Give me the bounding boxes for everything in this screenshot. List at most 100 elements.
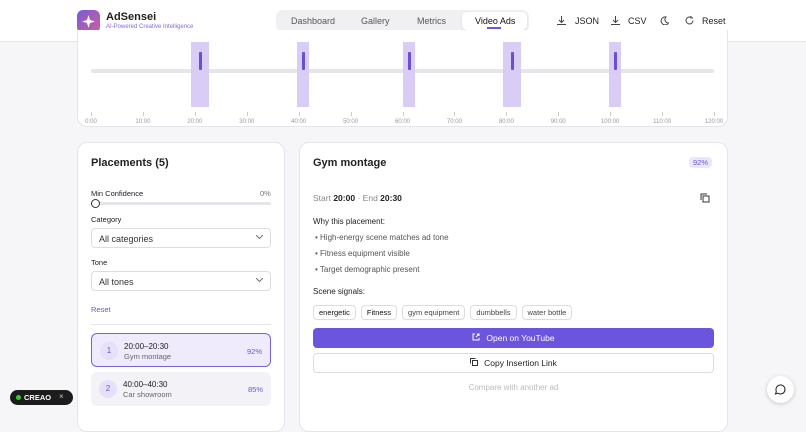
tick-label: 60:00 bbox=[394, 119, 410, 125]
filter-label: Min Confidence bbox=[91, 189, 144, 198]
item-confidence: 92% bbox=[246, 347, 262, 356]
badge-label: CREAO bbox=[24, 393, 52, 402]
page: AdSensei AI-Powered Creative Intelligenc… bbox=[0, 10, 806, 432]
export-csv[interactable]: CSV bbox=[628, 16, 647, 26]
button-label: Open on YouTube bbox=[486, 333, 555, 343]
placement-item[interactable]: 2 40:00–40:30 Car showroom 85% bbox=[91, 372, 271, 406]
signal-chip: water bottle bbox=[521, 305, 573, 320]
placement-band bbox=[609, 42, 621, 107]
placement-marker bbox=[510, 52, 514, 70]
item-name: Car showroom bbox=[123, 390, 172, 399]
item-time: 20:00–20:30 bbox=[124, 342, 169, 351]
divider bbox=[91, 324, 271, 325]
category-select[interactable]: All categories bbox=[91, 228, 271, 248]
filter-label: Tone bbox=[91, 258, 108, 267]
badge-close[interactable]: × bbox=[59, 392, 64, 401]
reason-text: High-energy scene matches ad tone bbox=[320, 233, 449, 242]
nav-underline bbox=[487, 27, 501, 29]
placement-marker bbox=[407, 52, 411, 70]
icon-download bbox=[611, 16, 620, 25]
open-youtube[interactable]: Open on YouTube bbox=[313, 328, 714, 348]
detail-card bbox=[299, 142, 728, 432]
tick-mark bbox=[662, 112, 664, 116]
nav-tab[interactable]: Metrics bbox=[417, 16, 446, 26]
theme-toggle[interactable] bbox=[660, 16, 669, 25]
select-value: All tones bbox=[99, 277, 134, 287]
tick-mark bbox=[246, 112, 248, 116]
tick-label: 90:00 bbox=[550, 119, 566, 125]
placement-item[interactable]: 1 20:00–20:30 Gym montage 92% bbox=[91, 333, 271, 367]
slider-thumb[interactable] bbox=[91, 199, 100, 208]
button-label: Copy Insertion Link bbox=[484, 358, 557, 368]
placement-band bbox=[503, 42, 521, 107]
tick-label: 10:00 bbox=[135, 119, 151, 125]
tick-mark bbox=[454, 112, 456, 116]
tick-mark bbox=[91, 112, 92, 116]
copy-icon[interactable] bbox=[700, 193, 710, 203]
tick-mark bbox=[558, 112, 560, 116]
tick-mark bbox=[714, 112, 715, 116]
item-index: 2 bbox=[99, 380, 117, 398]
status-dot bbox=[16, 395, 21, 400]
start-label: Start bbox=[313, 193, 331, 203]
filter-label: Category bbox=[91, 215, 122, 224]
tick-mark bbox=[610, 112, 612, 116]
tick-label: 50:00 bbox=[343, 119, 359, 125]
reason-text: Fitness equipment visible bbox=[320, 249, 410, 258]
detail-title: Gym montage bbox=[313, 157, 387, 169]
nav-tab[interactable]: Video Ads bbox=[475, 16, 516, 26]
tick-label: 80:00 bbox=[498, 119, 514, 125]
icon-download bbox=[557, 16, 566, 25]
compare[interactable]: Compare with another ad bbox=[468, 383, 559, 392]
item-confidence: 85% bbox=[247, 385, 263, 394]
start: 20:00 bbox=[333, 193, 356, 203]
tick-label: 70:00 bbox=[446, 119, 462, 125]
nav-tab[interactable]: Gallery bbox=[361, 16, 390, 26]
tick-mark bbox=[402, 112, 404, 116]
tick-mark bbox=[350, 112, 352, 116]
signal-chip: gym equipment bbox=[402, 305, 466, 320]
time-range: Start 20:00 · End 20:30 bbox=[313, 193, 402, 203]
signals: energetic Fitness gym equipment dumbbells wa… bbox=[313, 302, 577, 320]
tick-label: 40:00 bbox=[291, 119, 307, 125]
tick-label: 100:00 bbox=[600, 119, 620, 125]
reset[interactable]: Reset bbox=[702, 16, 726, 26]
nav-tab[interactable]: Dashboard bbox=[291, 16, 336, 26]
timeline-track bbox=[91, 69, 714, 73]
placement-band bbox=[403, 42, 415, 107]
copy-link[interactable]: Copy Insertion Link bbox=[313, 353, 714, 373]
export-json[interactable]: JSON bbox=[575, 16, 600, 26]
slider-track bbox=[91, 202, 271, 205]
creao-badge[interactable]: CREAO × bbox=[10, 390, 73, 405]
select-value: All categories bbox=[99, 234, 154, 244]
tick-mark bbox=[142, 112, 144, 116]
tick-label: 0:00 bbox=[85, 119, 97, 125]
nav-active bbox=[462, 12, 527, 30]
icon-reset bbox=[685, 16, 694, 25]
filters-reset[interactable]: Reset bbox=[91, 305, 111, 314]
confidence-badge: 92% bbox=[689, 157, 713, 168]
tick-label: 120:00 bbox=[704, 119, 724, 125]
placement-band bbox=[191, 42, 209, 107]
tick-mark bbox=[298, 112, 300, 116]
logo[interactable] bbox=[77, 10, 100, 33]
reason: • High-energy scene matches ad tone bbox=[315, 233, 449, 242]
filter-value: 0% bbox=[260, 189, 271, 198]
reason: • Fitness equipment visible bbox=[315, 249, 410, 258]
tick-mark bbox=[194, 112, 196, 116]
brand: AdSensei bbox=[106, 11, 157, 23]
item-index: 1 bbox=[100, 342, 118, 360]
signal-chip: dumbbells bbox=[470, 305, 517, 320]
tone-select[interactable]: All tones bbox=[91, 271, 271, 291]
reason: • Target demographic present bbox=[315, 265, 420, 274]
end: 20:30 bbox=[380, 193, 402, 203]
signals-title: Scene signals: bbox=[313, 287, 366, 296]
why-title: Why this placement: bbox=[313, 217, 386, 226]
placement-marker bbox=[301, 52, 305, 70]
item-name: Gym montage bbox=[124, 352, 172, 361]
placement-marker bbox=[613, 52, 617, 70]
chat-button[interactable] bbox=[767, 376, 794, 403]
placement-marker bbox=[198, 52, 202, 70]
placement-band bbox=[297, 42, 309, 107]
tick-label: 110:00 bbox=[653, 119, 672, 125]
